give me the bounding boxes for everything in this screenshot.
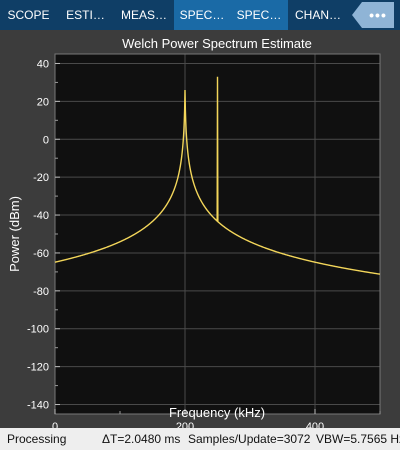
y-tick-label: -80 — [33, 286, 49, 298]
y-tick-label: -120 — [27, 362, 49, 374]
status-samples-per-update: Samples/Update=3072 — [188, 432, 311, 446]
more-options-button[interactable]: ••• — [362, 2, 394, 28]
y-tick-label: -40 — [33, 210, 49, 222]
y-tick-label: -60 — [33, 248, 49, 260]
spectrum-trace — [54, 76, 381, 275]
overflow-arrow-icon — [352, 2, 362, 28]
tab-spectrum[interactable]: SPEC… — [174, 0, 230, 30]
status-delta-t: ΔT=2.0480 ms — [102, 432, 181, 446]
status-vbw: VBW=5.7565 Hz — [316, 432, 400, 446]
status-bar: Processing ΔT=2.0480 ms Samples/Update=3… — [0, 428, 400, 450]
spectrum-plot-panel: Welch Power Spectrum Estimate 40 20 0 -20 -4… — [0, 30, 400, 433]
y-tick-label: 0 — [43, 134, 49, 146]
chart-title: Welch Power Spectrum Estimate — [122, 36, 312, 51]
tab-scope[interactable]: SCOPE — [7, 8, 50, 22]
x-tick-label: 400 — [306, 421, 324, 428]
y-tick-label: -100 — [27, 324, 49, 336]
y-axis-ticks: 40 20 0 -20 -40 -60 -80 -100 -120 -140 — [27, 58, 60, 412]
y-tick-label: -20 — [33, 172, 49, 184]
y-tick-label: -140 — [27, 400, 49, 412]
y-tick-label: 40 — [37, 58, 49, 70]
overflow-menu[interactable]: ••• — [348, 0, 396, 30]
y-axis-label: Power (dBm) — [7, 196, 22, 272]
y-tick-label: 20 — [37, 96, 49, 108]
x-axis-label: Frequency (kHz) — [169, 405, 265, 420]
spectrum-chart[interactable]: Welch Power Spectrum Estimate 40200-20-4… — [0, 30, 400, 433]
x-tick-label: 0 — [52, 421, 58, 428]
x-tick-label: 200 — [176, 421, 194, 428]
tab-channel[interactable]: CHAN… — [294, 8, 341, 22]
tab-spectrum-2[interactable]: SPEC… — [230, 0, 288, 30]
status-state: Processing — [7, 432, 67, 446]
tab-estimation[interactable]: ESTI… — [66, 8, 105, 22]
tab-measurements[interactable]: MEAS… — [120, 8, 167, 22]
toolstrip-tabs: SCOPE ESTI… MEAS… SPEC… SPEC… CHAN… ••• — [0, 0, 400, 30]
